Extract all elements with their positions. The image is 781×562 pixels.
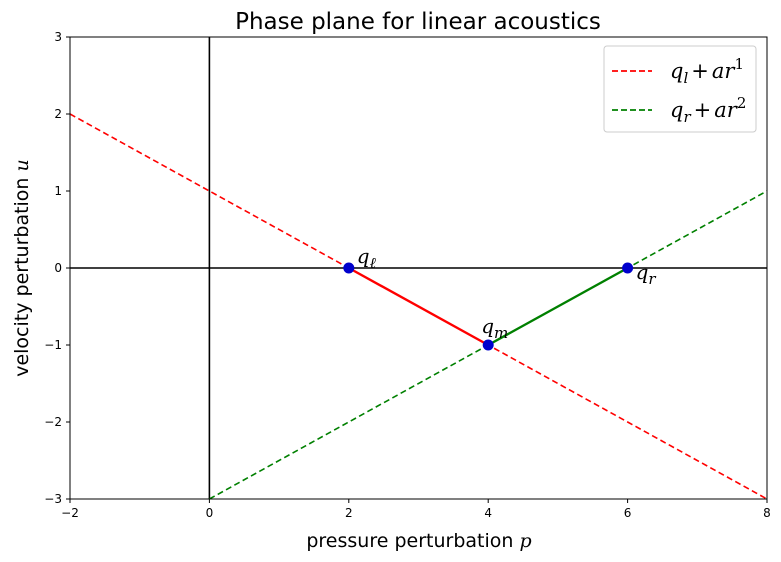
x-tick-label: 6 — [624, 506, 632, 520]
legend: ql + ar1 qr + ar2 — [603, 45, 757, 133]
point-marker-q-l — [343, 262, 355, 274]
point-label-q-m: qm — [481, 314, 508, 342]
y-tick-label: −3 — [44, 492, 62, 506]
y-axis-label: velocity perturbation u — [11, 159, 33, 377]
y-tick-label: −2 — [44, 415, 62, 429]
x-tick-label: 4 — [484, 506, 492, 520]
x-tick-label: 2 — [345, 506, 353, 520]
reference-lines — [70, 37, 767, 499]
x-axis-label: pressure perturbation p — [306, 530, 531, 552]
legend-entry-2: qr + ar2 — [670, 94, 746, 126]
y-axis-label-var: u — [11, 159, 33, 171]
point-marker-q-m — [482, 339, 494, 351]
x-axis-label-text: pressure perturbation — [306, 530, 513, 552]
point-marker-q-r — [622, 262, 634, 274]
y-tick-label: 0 — [54, 261, 62, 275]
y-tick-label: 2 — [54, 107, 62, 121]
x-tick-label: 8 — [763, 506, 771, 520]
legend-entry-1: ql + ar1 — [670, 55, 744, 87]
x-tick-label: −2 — [61, 506, 79, 520]
y-tick-label: −1 — [44, 338, 62, 352]
y-tick-label: 1 — [54, 184, 62, 198]
point-label-q-l: qℓ — [357, 244, 376, 272]
x-axis-label-var: p — [519, 530, 531, 552]
chart-title: Phase plane for linear acoustics — [235, 9, 601, 35]
y-tick-label: 3 — [54, 30, 62, 44]
points-layer: qℓ qm qr — [343, 244, 656, 351]
point-label-q-r: qr — [636, 260, 657, 288]
series-line-4 — [487, 266, 629, 347]
y-axis-label-text: velocity perturbation — [11, 178, 33, 377]
x-tick-label: 0 — [206, 506, 214, 520]
series-line-3 — [348, 266, 489, 347]
